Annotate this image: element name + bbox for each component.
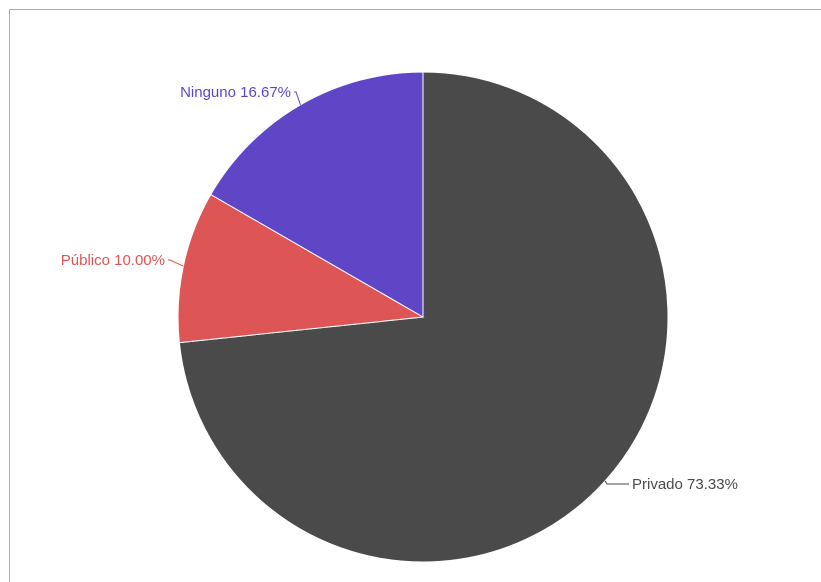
leader-line-publico — [168, 259, 184, 267]
slice-label-privado: Privado 73.33% — [632, 476, 738, 493]
leader-lines — [168, 91, 629, 485]
leader-line-ninguno — [294, 91, 301, 106]
slice-label-publico: Público 10.00% — [61, 252, 165, 269]
pie-slices — [177, 71, 669, 563]
pie-slice-publico[interactable] — [177, 193, 425, 344]
leader-line-privado — [604, 480, 629, 485]
chart-frame — [9, 9, 821, 582]
slice-label-ninguno: Ninguno 16.67% — [180, 84, 291, 101]
slice-labels: Privado 73.33% Público 10.00% Ninguno 16.6… — [61, 84, 738, 493]
